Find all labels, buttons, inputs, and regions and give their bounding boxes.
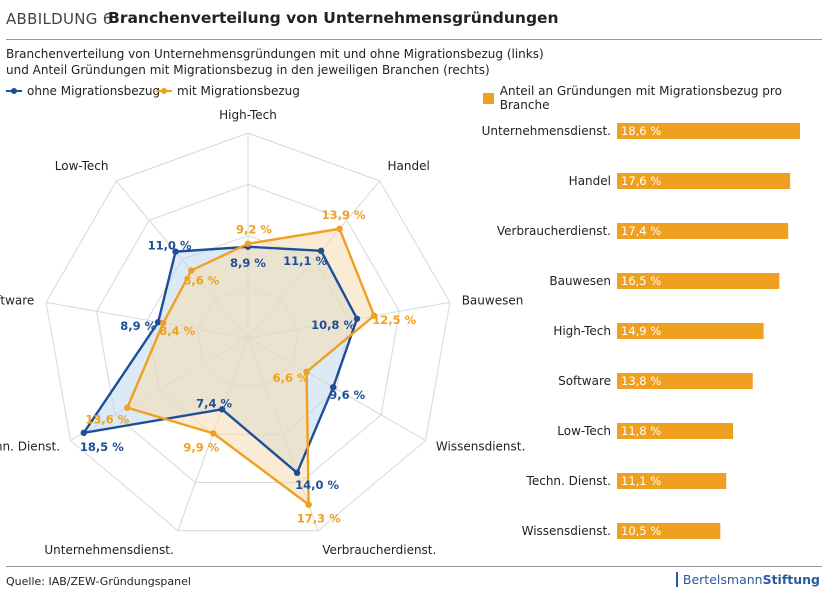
legend-ohne-swatch <box>6 86 22 96</box>
legend-mit-swatch <box>156 86 172 96</box>
radar-label-mit-verbraucherdienst: 17,3 % <box>297 512 341 526</box>
legend-ohne-label: ohne Migrationsbezug <box>27 84 161 98</box>
radar-point-mit-bauwesen <box>370 312 378 319</box>
bar-category-techn-dienst: Techn. Dienst. <box>526 474 611 488</box>
bar-value-handel: 17,6 % <box>621 174 661 188</box>
legend-anteil-label: Anteil an Gründungen mit Migrationsbezug… <box>499 84 782 112</box>
radar-label-ohne-techn-dienst: 18,5 % <box>80 440 124 454</box>
figure-title: Branchenverteilung von Unternehmensgründ… <box>108 9 559 27</box>
radar-area-mit <box>127 228 375 505</box>
radar-axis-label-techn-dienst: Techn. Dienst. <box>0 440 60 454</box>
radar-point-mit-verbraucherdienst <box>305 501 312 508</box>
figure-number: ABBILDUNG 6 <box>6 10 113 28</box>
bar-low-tech <box>617 423 734 439</box>
legend-mit: mit Migrationsbezug <box>156 84 300 98</box>
radar-axis-label-verbraucherdienst: Verbraucherdienst. <box>322 543 436 557</box>
bar-value-software: 13,8 % <box>621 374 661 388</box>
bar-category-bauwesen: Bauwesen <box>549 274 611 288</box>
radar-point-ohne-techn-dienst <box>80 429 87 437</box>
bar-value-verbraucherdienst: 17,4 % <box>621 224 661 238</box>
radar-label-mit-wissensdienst: 6,6 % <box>273 371 309 385</box>
bar-value-high-tech: 14,9 % <box>621 324 661 338</box>
radar-line-mit <box>126 227 376 506</box>
radar-grid-ring-4 <box>45 132 451 532</box>
bar-category-verbraucherdienst: Verbraucherdienst. <box>497 224 611 238</box>
bar-category-unternehmensdienst: Unternehmensdienst. <box>482 124 611 138</box>
radar-point-mit-low-tech <box>188 267 195 274</box>
radar-point-ohne-bauwesen <box>353 315 361 322</box>
radar-label-mit-software: 8,4 % <box>159 324 195 338</box>
bar-value-bauwesen: 16,5 % <box>621 274 661 288</box>
figure-subtitle: Branchenverteilung von Unternehmensgründ… <box>6 46 806 78</box>
radar-chart: 8,9 % 11,1 % 10,8 % 9,6 % 14,0 % 7,4 % 18,5 % 8… <box>0 108 525 557</box>
radar-point-ohne-unternehmensdienst <box>218 406 226 413</box>
radar-label-mit-high-tech: 9,2 % <box>236 223 272 237</box>
radar-label-mit-unternehmensdienst: 9,9 % <box>183 440 219 454</box>
radar-label-ohne-low-tech: 11,0 % <box>148 239 192 253</box>
radar-point-mit-unternehmensdienst <box>210 430 217 437</box>
radar-point-mit-wissensdienst <box>303 368 310 376</box>
legend-anteil-swatch <box>483 92 494 104</box>
bottom-divider <box>6 566 822 567</box>
radar-axis-label-low-tech: Low-Tech <box>55 159 109 173</box>
source-note: Quelle: IAB/ZEW-Gründungspanel <box>6 575 191 588</box>
radar-point-ohne-wissensdienst <box>330 384 337 391</box>
legend-ohne: ohne Migrationsbezug <box>6 84 160 98</box>
radar-label-ohne-bauwesen: 10,8 % <box>311 318 355 332</box>
radar-label-mit-techn-dienst: 13,6 % <box>85 413 129 427</box>
brand-logo: BertelsmannStiftung <box>675 572 820 587</box>
bar-value-techn-dienst: 11,1 % <box>621 474 661 488</box>
bar-category-handel: Handel <box>569 174 611 188</box>
bar-chart: Unternehmensdienst. 18,6 % Handel 17,6 % Ver… <box>482 123 800 539</box>
bar-category-wissensdienst: Wissensdienst. <box>522 524 611 538</box>
bar-software <box>617 373 753 389</box>
radar-axis-label-unternehmensdienst: Unternehmensdienst. <box>44 543 173 557</box>
radar-point-ohne-handel <box>317 247 325 255</box>
legend-anteil: Anteil an Gründungen mit Migrationsbezug… <box>483 84 828 112</box>
radar-axis-label-high-tech: High-Tech <box>219 108 277 122</box>
bar-value-low-tech: 11,8 % <box>621 424 661 438</box>
bar-category-high-tech: High-Tech <box>553 324 611 338</box>
bar-category-low-tech: Low-Tech <box>557 424 611 438</box>
bar-bauwesen <box>617 273 780 289</box>
radar-axis-label-software: Software <box>0 293 34 307</box>
radar-label-mit-low-tech: 8,6 % <box>183 273 219 287</box>
radar-label-mit-handel: 13,9 % <box>322 208 366 222</box>
radar-label-mit-bauwesen: 12,5 % <box>372 313 416 327</box>
bar-high-tech <box>617 323 764 339</box>
bar-handel <box>617 173 791 189</box>
radar-label-ohne-wissensdienst: 9,6 % <box>329 388 365 402</box>
bar-verbraucherdienst <box>617 223 789 239</box>
bar-category-software: Software <box>558 374 611 388</box>
top-divider <box>6 39 822 40</box>
bar-value-unternehmensdienst: 18,6 % <box>621 124 661 138</box>
radar-label-ohne-unternehmensdienst: 7,4 % <box>196 396 232 410</box>
radar-label-ohne-high-tech: 8,9 % <box>230 256 266 270</box>
radar-point-mit-software <box>160 319 167 327</box>
bar-wissensdienst <box>617 523 721 539</box>
bar-techn-dienst <box>617 473 727 489</box>
radar-point-ohne-low-tech <box>172 248 179 255</box>
bar-unternehmensdienst <box>617 123 800 139</box>
radar-axis-label-wissensdienst: Wissensdienst. <box>436 440 525 454</box>
radar-label-ohne-verbraucherdienst: 14,0 % <box>295 478 339 492</box>
legend-mit-label: mit Migrationsbezug <box>177 84 300 98</box>
radar-point-mit-high-tech <box>244 240 252 247</box>
subtitle-line-1: Branchenverteilung von Unternehmensgründ… <box>6 47 544 61</box>
radar-point-mit-techn-dienst <box>124 404 131 411</box>
radar-axis-label-handel: Handel <box>387 159 429 173</box>
radar-point-mit-handel <box>336 225 343 233</box>
radar-label-ohne-software: 8,9 % <box>120 319 156 333</box>
radar-point-ohne-software <box>154 318 162 326</box>
radar-label-ohne-handel: 11,1 % <box>283 254 327 268</box>
radar-line-ohne <box>82 245 359 475</box>
radar-grid-ring-3 <box>96 183 400 483</box>
radar-axis-label-bauwesen: Bauwesen <box>462 293 524 307</box>
subtitle-line-2: und Anteil Gründungen mit Migrationsbezu… <box>6 63 490 77</box>
radar-point-ohne-verbraucherdienst <box>293 469 301 477</box>
bar-value-wissensdienst: 10,5 % <box>621 524 661 538</box>
